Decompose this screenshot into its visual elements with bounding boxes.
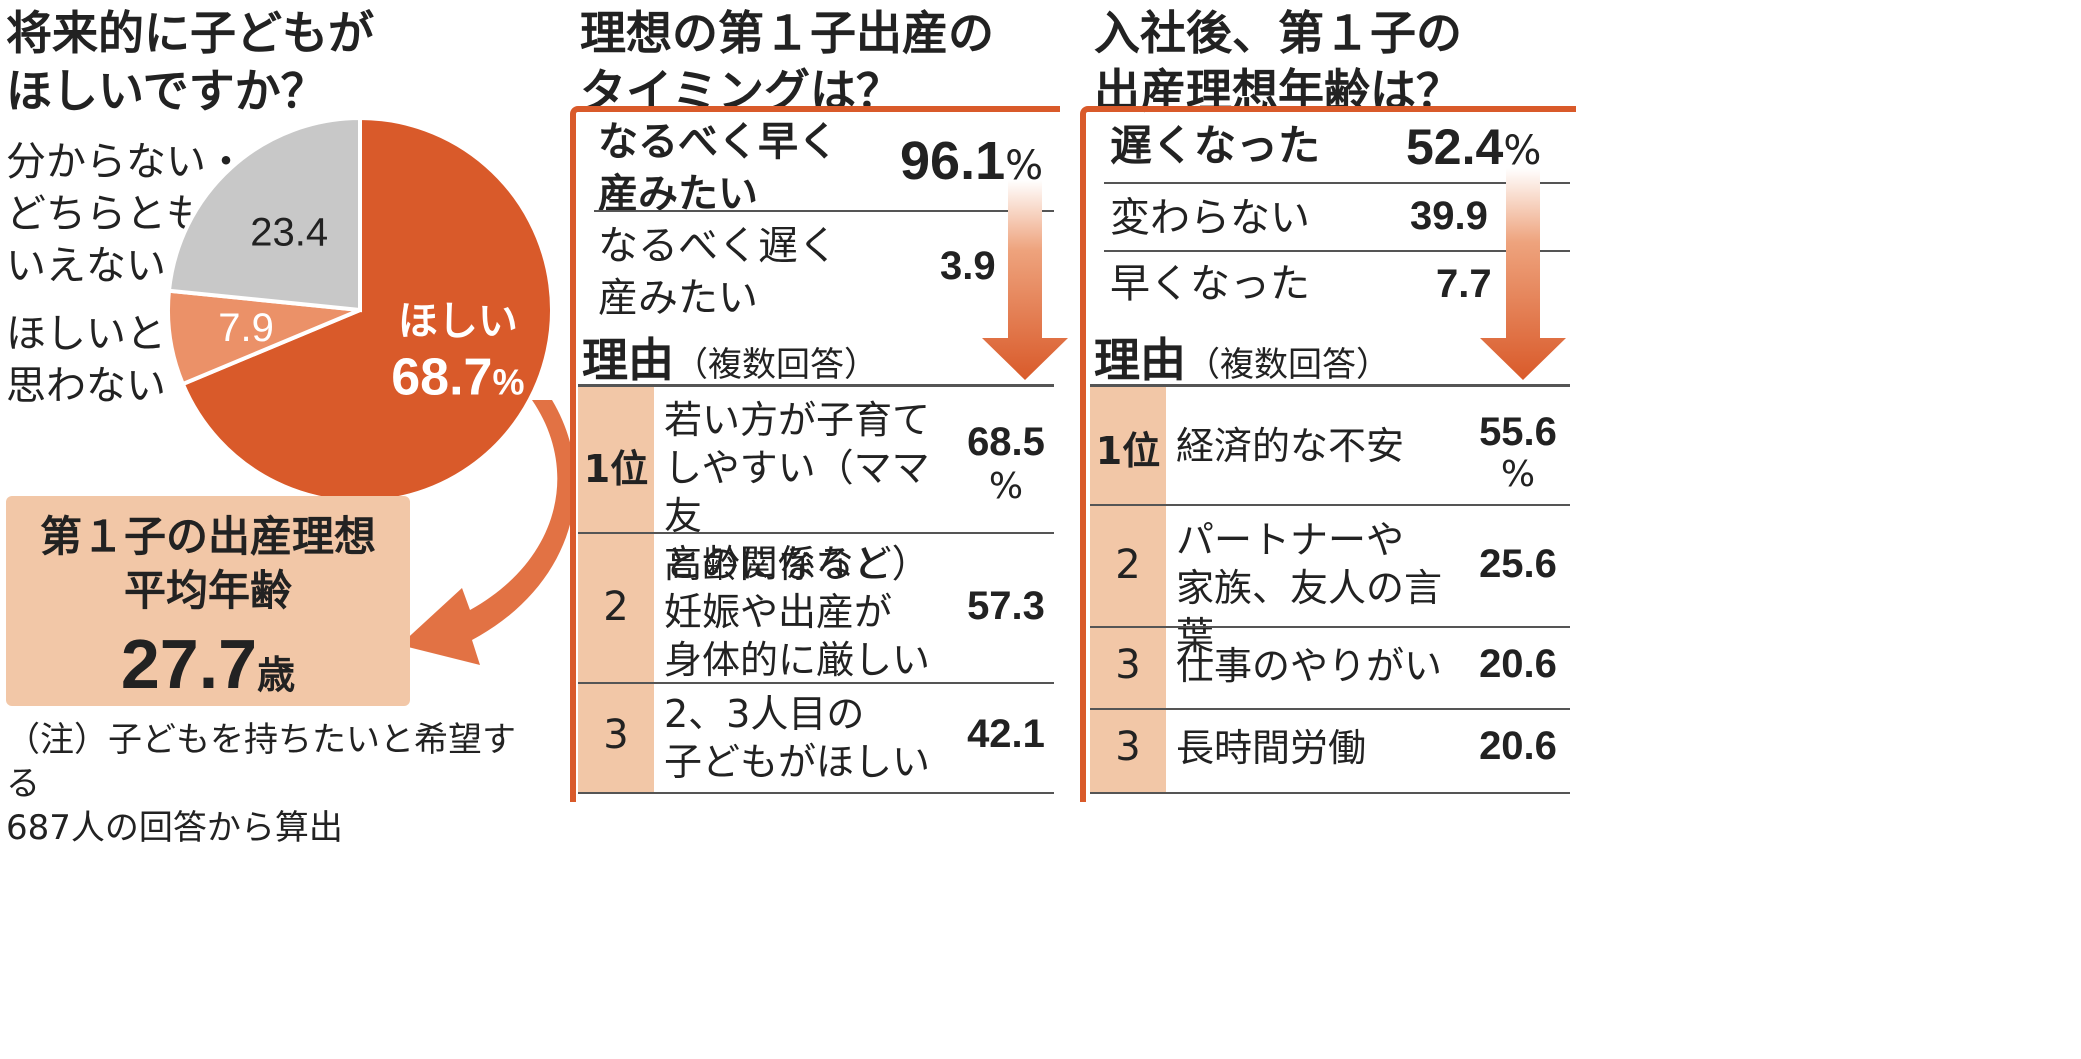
middle-option-value: 3.9 [940, 244, 996, 288]
right-option-label: 変わらない [1110, 195, 1310, 241]
middle-reason-rank: 1位 [583, 447, 649, 491]
middle-reason-heading: 理由 [582, 333, 674, 387]
divider [1090, 626, 1570, 628]
ideal-age-value: 27.7 [120, 625, 258, 703]
middle-option-value: 96.1 [900, 131, 1006, 191]
down-arrow-icon [1480, 168, 1566, 380]
right-option-unit: % [1503, 128, 1542, 174]
right-reason-rank: 3 [1115, 642, 1141, 688]
left-title: 将来的に子どもが ほしいですか？ [6, 6, 374, 118]
right-reason-rank: 3 [1115, 724, 1141, 770]
right-title: 入社後、第１子の 出産理想年齢は？ [1094, 6, 1462, 118]
middle-option-label: なるべく早く 産みたい [598, 119, 838, 217]
middle-reason-text: 2、3人目の 子どもがほしい [664, 692, 931, 784]
pie-slice-value-label: 7.9 [218, 306, 274, 350]
right-reason-sub: （複数回答） [1186, 345, 1390, 385]
footnote: （注）子どもを持ちたいと希望する 687人の回答から算出 [6, 720, 516, 848]
divider [1104, 250, 1570, 252]
right-option-label: 遅くなった [1110, 121, 1321, 170]
right-reason-text: 長時間労働 [1176, 726, 1367, 770]
middle-reason-value: 68.5 [967, 420, 1045, 464]
middle-title: 理想の第１子出産の タイミングは？ [580, 6, 994, 118]
middle-reason-unit: % [988, 466, 1024, 507]
right-reason-heading: 理由 [1094, 333, 1186, 387]
right-reason-value: 20.6 [1479, 642, 1557, 686]
pie-to-box-arrow [400, 400, 576, 665]
divider [578, 792, 1054, 794]
divider [1090, 504, 1570, 506]
pie-slice-value-label: 23.4 [250, 211, 328, 255]
right-reason-value: 25.6 [1479, 542, 1557, 586]
pie-slice-label: ほしい [398, 300, 518, 344]
divider [578, 682, 1054, 684]
ideal-age-heading: 第１子の出産理想 平均年齢 [39, 512, 376, 615]
middle-reason-rank: 2 [603, 584, 629, 630]
divider [578, 532, 1054, 534]
divider [1090, 384, 1570, 387]
ideal-age-unit: 歳 [257, 653, 296, 697]
divider [1090, 792, 1570, 794]
right-option-label: 早くなった [1110, 261, 1310, 307]
ideal-age-value-row: 27.7歳 [6, 624, 410, 704]
right-option-value: 52.4 [1406, 119, 1504, 175]
right-option-value: 39.9 [1410, 194, 1488, 238]
middle-reason-value: 42.1 [967, 712, 1045, 756]
pie-slice [166, 115, 362, 313]
middle-panel-frame [570, 106, 1060, 802]
right-reason-text: 仕事のやりがい [1176, 644, 1443, 688]
right-reason-heading-row: 理由（複数回答） [1094, 324, 1390, 390]
middle-rank-column [578, 387, 654, 794]
right-option-value-row: 52.4% [1406, 118, 1541, 176]
middle-option-label: なるべく遅く 産みたい [598, 223, 838, 321]
divider [594, 210, 1054, 212]
middle-reason-text: 若い方が子育て しやすい（ママ友 との関係など） [664, 398, 931, 586]
middle-reason-rank: 3 [603, 712, 629, 758]
middle-reason-heading-row: 理由（複数回答） [582, 324, 878, 390]
middle-reason-sub: （複数回答） [674, 345, 878, 385]
right-reason-rank: 1位 [1095, 429, 1161, 473]
right-reason-text: パートナーや 家族、友人の言葉 [1176, 518, 1443, 658]
pie-slice [180, 115, 554, 504]
pie-label-no: ほしいと 思わない [6, 311, 166, 409]
pie-chart: ほしい 68.7% 7.9 23.4 [166, 115, 576, 665]
right-panel-frame [1080, 106, 1576, 802]
right-rank-column [1090, 387, 1166, 794]
divider [1090, 708, 1570, 710]
divider [578, 384, 1054, 387]
right-reason-value: 55.6 [1479, 410, 1557, 454]
right-reason-rank: 2 [1115, 542, 1141, 588]
right-option-value: 7.7 [1436, 262, 1492, 306]
pie-slice-value-label: 68.7% [391, 349, 524, 407]
middle-reason-text: 高齢になると 妊娠や出産が 身体的に厳しい [664, 542, 931, 682]
middle-reason-value: 57.3 [967, 584, 1045, 628]
ideal-age-box: 第１子の出産理想 平均年齢 27.7歳 [6, 496, 410, 706]
divider [1104, 182, 1570, 184]
down-arrow-icon [982, 180, 1068, 380]
right-reason-value: 20.6 [1479, 724, 1557, 768]
pie-label-unsure: 分からない・ どちらとも いえない [6, 139, 246, 289]
right-reason-text: 経済的な不安 [1176, 424, 1405, 468]
right-reason-unit: % [1500, 454, 1536, 495]
